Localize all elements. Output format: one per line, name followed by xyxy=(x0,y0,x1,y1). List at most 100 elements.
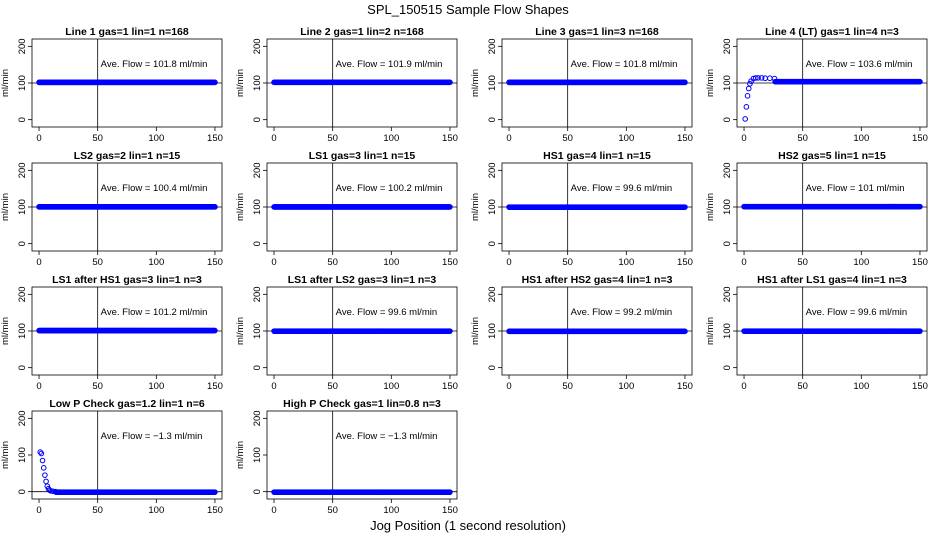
panel-3: Line 3 gas=1 lin=3 n=168 0 50 100 150 0 100 200… xyxy=(470,26,693,144)
x-tick-label: 0 xyxy=(271,257,276,268)
y-tick-label: 200 xyxy=(487,162,498,178)
panel-title: HS1 after HS2 gas=4 lin=1 n=3 xyxy=(522,274,673,286)
x-tick-label: 50 xyxy=(327,381,338,392)
x-tick-label: 150 xyxy=(442,505,458,516)
data-point xyxy=(682,204,688,210)
x-tick-label: 150 xyxy=(912,133,928,144)
panel-1: Line 1 gas=1 lin=1 n=168 0 50 100 150 0 100 200… xyxy=(0,26,223,144)
y-tick-label: 200 xyxy=(17,410,28,426)
panel-title: HS1 after LS1 gas=4 lin=1 n=3 xyxy=(757,274,907,286)
x-tick-label: 0 xyxy=(741,381,746,392)
data-point xyxy=(212,79,218,86)
x-tick-label: 50 xyxy=(92,257,103,268)
y-tick-label: 0 xyxy=(17,117,28,122)
data-point xyxy=(42,472,48,478)
y-tick-label: 200 xyxy=(252,410,263,426)
data-point xyxy=(744,93,751,99)
data-point xyxy=(767,75,773,82)
panel-title: Line 1 gas=1 lin=1 n=168 xyxy=(65,26,189,38)
data-point xyxy=(743,104,750,110)
x-tick-label: 50 xyxy=(797,257,808,268)
data-point xyxy=(755,75,761,81)
x-tick-label: 50 xyxy=(562,133,573,144)
x-tick-label: 100 xyxy=(618,257,634,268)
panel-title: LS1 gas=3 lin=1 n=15 xyxy=(309,150,416,162)
data-point xyxy=(682,328,688,335)
data-point xyxy=(747,80,753,87)
mean-flow-annotation: Ave. Flow = 101.9 ml/min xyxy=(336,59,443,70)
x-tick-label: 50 xyxy=(797,133,808,144)
panel-title: LS1 after HS1 gas=3 lin=1 n=3 xyxy=(52,274,202,286)
y-tick-label: 100 xyxy=(17,199,28,215)
x-tick-label: 50 xyxy=(327,257,338,268)
x-tick-label: 150 xyxy=(912,257,928,268)
data-point xyxy=(447,489,453,495)
y-tick-label: 0 xyxy=(722,241,733,246)
panel-11: HS1 after HS2 gas=4 lin=1 n=3 0 50 100 150 0 1… xyxy=(470,274,693,392)
y-tick-label: 0 xyxy=(17,241,28,246)
y-tick-label: 200 xyxy=(722,286,733,302)
x-tick-label: 0 xyxy=(506,257,511,268)
x-tick-label: 50 xyxy=(562,257,573,268)
data-points xyxy=(36,204,218,210)
x-tick-label: 0 xyxy=(36,381,41,392)
x-axis-label: Jog Position (1 second resolution) xyxy=(370,518,566,533)
x-tick-label: 100 xyxy=(148,381,164,392)
x-tick-label: 100 xyxy=(618,133,634,144)
y-tick-label: 100 xyxy=(17,323,28,339)
data-points xyxy=(271,328,453,334)
x-tick-label: 150 xyxy=(442,133,458,144)
y-tick-label: 100 xyxy=(252,323,263,339)
y-axis-label: ml/min xyxy=(470,317,481,345)
y-axis-label: ml/min xyxy=(235,69,246,97)
y-tick-label: 100 xyxy=(252,447,263,463)
mean-flow-annotation: Ave. Flow = 103.6 ml/min xyxy=(806,59,913,70)
x-tick-label: 0 xyxy=(741,257,746,268)
y-tick-label: 0 xyxy=(17,489,28,494)
x-tick-label: 100 xyxy=(618,381,634,392)
data-point xyxy=(447,79,453,86)
y-tick-label: 0 xyxy=(722,365,733,370)
x-tick-label: 0 xyxy=(506,381,511,392)
mean-flow-annotation: Ave. Flow = 99.2 ml/min xyxy=(571,307,672,318)
panel-7: HS1 gas=4 lin=1 n=15 0 50 100 150 0 100 200 ml/m… xyxy=(470,150,693,268)
data-point xyxy=(752,75,759,81)
panel-14: High P Check gas=1 lin=0.8 n=3 0 50 100 150 0… xyxy=(235,398,458,516)
y-tick-label: 200 xyxy=(487,286,498,302)
data-points xyxy=(506,204,688,210)
panel-2: Line 2 gas=1 lin=2 n=168 0 50 100 150 0 100 200… xyxy=(235,26,458,144)
data-point xyxy=(212,204,218,210)
y-axis-label: ml/min xyxy=(705,317,716,345)
panel-title: Low P Check gas=1.2 lin=1 n=6 xyxy=(49,398,204,410)
panel-title: Line 2 gas=1 lin=2 n=168 xyxy=(300,26,424,38)
data-point xyxy=(43,478,49,485)
data-points xyxy=(36,327,218,334)
x-tick-label: 100 xyxy=(148,257,164,268)
y-axis-label: ml/min xyxy=(235,193,246,221)
x-tick-label: 100 xyxy=(853,133,869,144)
panel-title: HS1 gas=4 lin=1 n=15 xyxy=(543,150,651,162)
x-tick-label: 100 xyxy=(148,133,164,144)
x-tick-label: 50 xyxy=(92,381,103,392)
y-tick-label: 0 xyxy=(487,117,498,122)
x-tick-label: 150 xyxy=(677,133,693,144)
y-tick-label: 100 xyxy=(17,75,28,91)
x-tick-label: 150 xyxy=(442,257,458,268)
panel-8: HS2 gas=5 lin=1 n=15 0 50 100 150 0 100 200 ml/m… xyxy=(705,150,928,268)
mean-flow-annotation: Ave. Flow = 101.8 ml/min xyxy=(571,59,678,70)
panel-title: Line 4 (LT) gas=1 lin=4 n=3 xyxy=(765,26,899,38)
data-point xyxy=(758,75,765,81)
y-axis-label: ml/min xyxy=(705,193,716,221)
y-tick-label: 0 xyxy=(252,117,263,122)
x-tick-label: 150 xyxy=(912,381,928,392)
data-points xyxy=(271,204,453,210)
data-point xyxy=(917,78,923,85)
x-tick-label: 0 xyxy=(36,133,41,144)
x-tick-label: 50 xyxy=(797,381,808,392)
x-tick-label: 0 xyxy=(271,381,276,392)
y-axis-label: ml/min xyxy=(470,193,481,221)
mean-flow-annotation: Ave. Flow = 101.8 ml/min xyxy=(101,59,208,70)
data-point xyxy=(212,327,218,334)
x-tick-label: 100 xyxy=(853,381,869,392)
panel-13: Low P Check gas=1.2 lin=1 n=6 0 50 100 150 0 1… xyxy=(0,398,223,516)
